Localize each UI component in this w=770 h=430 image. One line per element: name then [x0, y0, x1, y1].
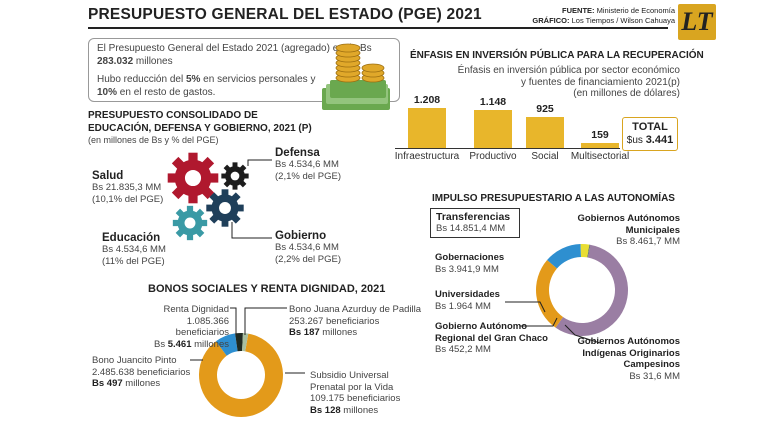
page-title: PRESUPUESTO GENERAL DEL ESTADO (PGE) 202… — [88, 6, 482, 23]
gear-gobierno-icon — [206, 189, 244, 227]
label-indigenas: Gobiernos Autónomos Indígenas Originarios… — [577, 336, 680, 382]
autonomies-slice-4 — [587, 244, 590, 258]
label-subsidio-prenatal: Subsidio Universal Prenatal por la Vida 10… — [310, 370, 401, 416]
label-gobernaciones: Gobernaciones Bs 3.941,9 MM — [435, 252, 505, 275]
investment-total-box: TOTAL $us 3.441 — [622, 117, 678, 151]
bar-3 — [581, 142, 619, 148]
bar-value-2: 925 — [536, 103, 554, 116]
label-juancito-pinto: Bono Juancito Pinto 2.485.638 beneficiari… — [92, 355, 191, 389]
source-credits: FUENTE: Ministerio de Economía GRÁFICO: … — [532, 6, 675, 25]
investment-subtitle: Énfasis en inversión pública por sector … — [457, 65, 680, 99]
bonos-slice-0 — [199, 333, 283, 417]
bar-0 — [408, 108, 446, 148]
label-renta-dignidad: Renta Dignidad 1.085.366 beneficiarios Bs … — [153, 304, 229, 350]
investment-title: ÉNFASIS EN INVERSIÓN PÚBLICA PARA LA REC… — [410, 50, 704, 61]
intro-reduction-text: Hubo reducción del 5% en servicios perso… — [97, 74, 316, 98]
consolidated-subtitle: (en millones de Bs y % del PGE) — [88, 135, 219, 145]
gear-educacion-icon — [172, 205, 208, 241]
transfer-box: Transferencias Bs 14.851,4 MM — [430, 208, 520, 238]
bar-value-3: 159 — [591, 128, 609, 141]
autonomies-donut-chart — [536, 244, 628, 336]
item-salud: Salud Bs 21.835,3 MM (10,1% del PGE) — [92, 170, 164, 205]
bar-2 — [526, 117, 564, 148]
bar-label-0: Infraestructura — [394, 151, 460, 162]
label-juana-azurduy: Bono Juana Azurduy de Padilla 253.267 ben… — [289, 304, 422, 338]
bonos-donut-chart — [199, 333, 283, 417]
bar-value-0: 1.208 — [413, 94, 441, 106]
label-universidades: Universidades Bs 1.964 MM — [435, 289, 500, 312]
newspaper-logo: LT — [678, 4, 716, 40]
bar-label-1: Productivo — [469, 151, 517, 162]
gear-salud-icon — [167, 152, 219, 204]
bar-label-3: Multisectorial — [570, 151, 630, 162]
label-municipales: Gobiernos Autónomos Municipales Bs 8.461,7… — [577, 213, 680, 247]
autonomies-slice-1 — [536, 260, 564, 328]
bonos-slice-2 — [235, 333, 243, 352]
item-defensa: Defensa Bs 4.534,6 MM (2,1% del PGE) — [275, 147, 341, 182]
autonomies-title: IMPULSO PRESUPUESTARIO A LAS AUTONOMÍAS — [432, 193, 675, 204]
money-illustration-icon — [322, 43, 390, 110]
bonos-slice-1 — [215, 333, 238, 356]
bar-value-1: 1.148 — [479, 95, 507, 108]
item-educacion: Educación Bs 4.534,6 MM (11% del PGE) — [102, 232, 166, 267]
autonomies-slice-3 — [580, 244, 590, 258]
title-divider — [88, 27, 668, 29]
gear-defensa-icon — [221, 162, 249, 190]
bar-1 — [474, 109, 512, 148]
label-gran-chaco: Gobierno Autónomo Regional del Gran Chaco… — [435, 321, 548, 355]
bar-label-2: Social — [531, 151, 559, 162]
autonomies-slice-2 — [547, 244, 582, 269]
consolidated-title: PRESUPUESTO CONSOLIDADO DE EDUCACIÓN, DE… — [88, 110, 312, 134]
autonomies-slice-0 — [555, 244, 628, 336]
intro-budget-text: El Presupuesto General del Estado 2021 (… — [97, 43, 372, 67]
bonos-title: BONOS SOCIALES Y RENTA DIGNIDAD, 2021 — [148, 283, 386, 295]
bar-baseline — [395, 148, 620, 149]
bonos-slice-3 — [242, 333, 249, 352]
item-gobierno: Gobierno Bs 4.534,6 MM (2,2% del PGE) — [275, 230, 341, 265]
intro-box: El Presupuesto General del Estado 2021 (… — [88, 38, 400, 102]
gears-icon — [167, 152, 249, 241]
